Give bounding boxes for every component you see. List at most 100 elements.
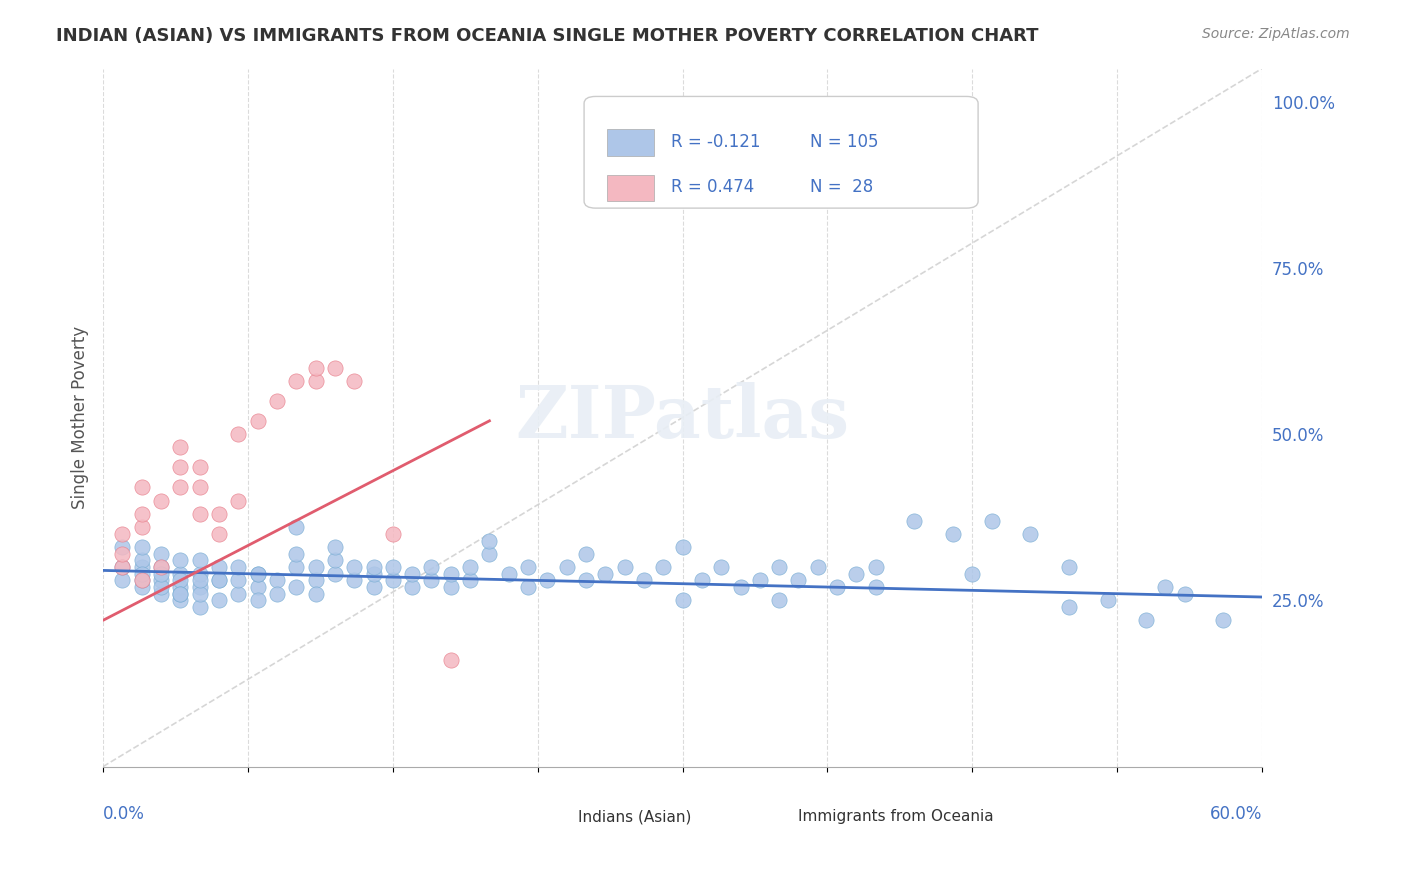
Point [246, 566, 269, 581]
Y-axis label: Single Mother Poverty: Single Mother Poverty [72, 326, 89, 509]
Point [246, 566, 269, 581]
Text: 60.0%: 60.0% [1209, 805, 1263, 823]
Point [246, 414, 269, 428]
Point [401, 580, 423, 594]
Point [343, 560, 366, 574]
Point [690, 574, 713, 588]
Point [228, 560, 250, 574]
Point [381, 574, 404, 588]
Point [304, 587, 326, 601]
Point [1212, 613, 1234, 627]
Point [845, 566, 868, 581]
Point [768, 593, 790, 607]
Point [169, 553, 191, 567]
Point [401, 566, 423, 581]
Point [111, 560, 134, 574]
Point [381, 560, 404, 574]
Point [1174, 587, 1197, 601]
Point [188, 587, 211, 601]
Point [787, 574, 810, 588]
Text: INDIAN (ASIAN) VS IMMIGRANTS FROM OCEANIA SINGLE MOTHER POVERTY CORRELATION CHAR: INDIAN (ASIAN) VS IMMIGRANTS FROM OCEANI… [56, 27, 1039, 45]
Text: R = -0.121: R = -0.121 [671, 133, 761, 151]
Text: N =  28: N = 28 [810, 178, 873, 196]
Point [150, 547, 173, 561]
Point [865, 560, 887, 574]
Text: 0.0%: 0.0% [103, 805, 145, 823]
Point [208, 593, 231, 607]
Point [169, 574, 191, 588]
Point [131, 553, 153, 567]
Point [188, 580, 211, 594]
Point [228, 574, 250, 588]
Point [381, 526, 404, 541]
Point [343, 574, 366, 588]
Point [188, 507, 211, 521]
Text: Source: ZipAtlas.com: Source: ZipAtlas.com [1202, 27, 1350, 41]
Point [188, 574, 211, 588]
Point [652, 560, 675, 574]
Point [285, 520, 308, 534]
Point [111, 574, 134, 588]
Point [458, 560, 481, 574]
Text: N = 105: N = 105 [810, 133, 879, 151]
Point [825, 580, 848, 594]
Point [1057, 599, 1080, 614]
Point [285, 560, 308, 574]
Point [169, 587, 191, 601]
Point [323, 566, 346, 581]
Point [208, 574, 231, 588]
Point [131, 574, 153, 588]
Point [517, 580, 540, 594]
FancyBboxPatch shape [763, 806, 793, 826]
Point [865, 580, 887, 594]
Point [169, 480, 191, 494]
Text: Indians (Asian): Indians (Asian) [578, 809, 692, 824]
Point [111, 540, 134, 554]
Point [228, 587, 250, 601]
Point [440, 566, 463, 581]
Point [420, 574, 443, 588]
Point [363, 566, 385, 581]
Point [169, 460, 191, 475]
Point [903, 514, 925, 528]
Point [246, 593, 269, 607]
Point [150, 574, 173, 588]
Point [363, 560, 385, 574]
Point [188, 460, 211, 475]
Point [188, 566, 211, 581]
Point [343, 374, 366, 388]
FancyBboxPatch shape [607, 175, 654, 201]
Point [671, 540, 693, 554]
Point [304, 574, 326, 588]
Point [323, 360, 346, 375]
Point [285, 580, 308, 594]
Point [228, 493, 250, 508]
Point [323, 540, 346, 554]
Point [208, 560, 231, 574]
Point [363, 580, 385, 594]
FancyBboxPatch shape [607, 129, 654, 156]
Point [208, 507, 231, 521]
Point [188, 553, 211, 567]
Point [228, 427, 250, 442]
Point [111, 560, 134, 574]
FancyBboxPatch shape [544, 806, 572, 826]
Point [536, 574, 558, 588]
Point [440, 580, 463, 594]
Point [304, 560, 326, 574]
Point [1135, 613, 1157, 627]
Point [188, 599, 211, 614]
Point [285, 547, 308, 561]
Point [478, 533, 501, 548]
Point [633, 574, 655, 588]
Point [208, 526, 231, 541]
Point [150, 566, 173, 581]
Point [150, 587, 173, 601]
Point [768, 560, 790, 574]
Point [131, 507, 153, 521]
Point [111, 526, 134, 541]
Point [498, 566, 520, 581]
Point [748, 574, 770, 588]
Point [478, 547, 501, 561]
Point [730, 580, 752, 594]
